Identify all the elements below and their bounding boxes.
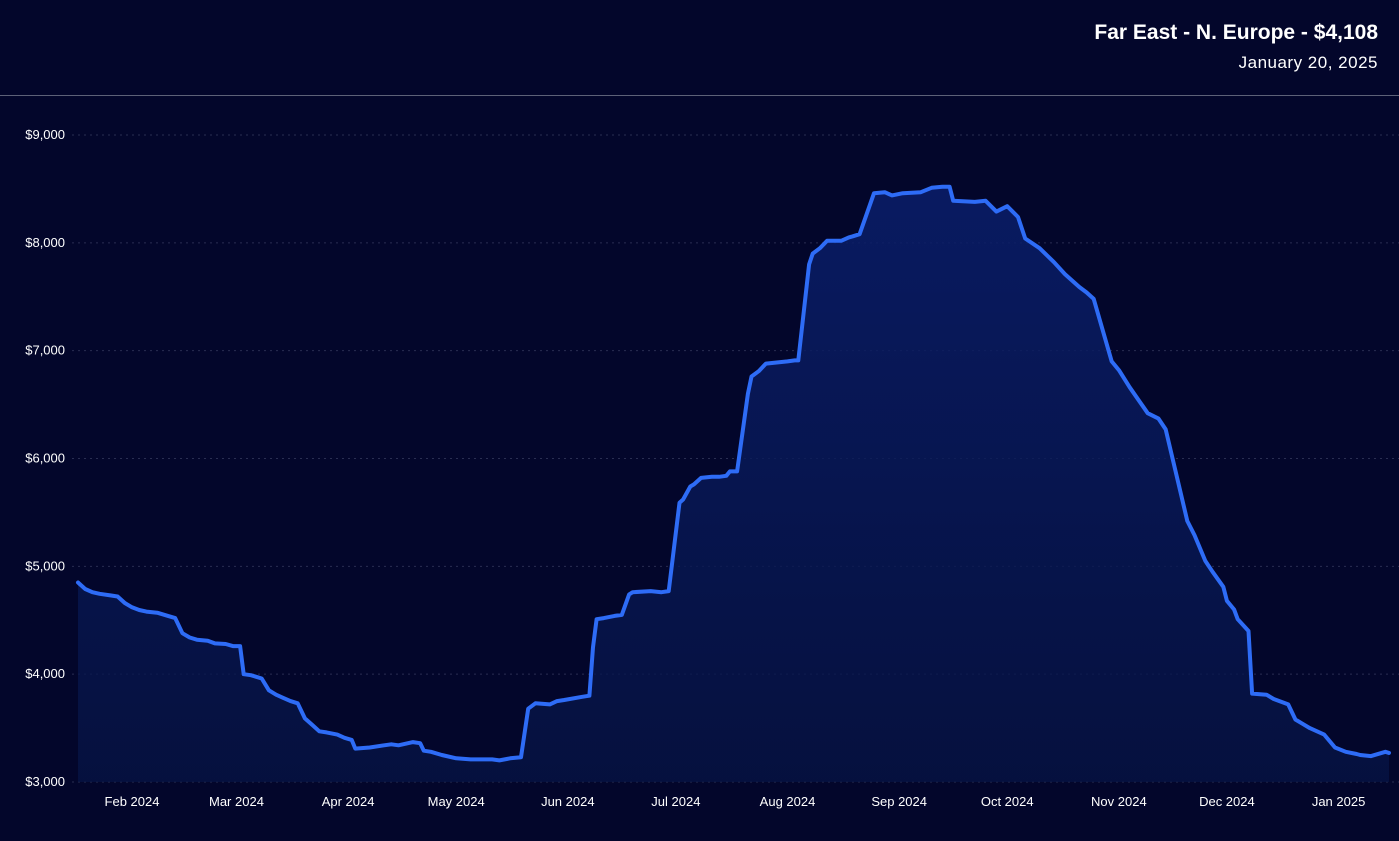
y-tick-label: $7,000 bbox=[25, 343, 65, 358]
x-axis: Feb 2024 Mar 2024 Apr 2024 May 2024 Jun 2024… bbox=[105, 794, 1366, 809]
x-tick-label: Jun 2024 bbox=[541, 794, 595, 809]
y-tick-label: $5,000 bbox=[25, 558, 65, 573]
chart-title: Far East - N. Europe - $4,108 bbox=[1094, 21, 1378, 44]
x-tick-label: Dec 2024 bbox=[1199, 794, 1255, 809]
y-tick-label: $9,000 bbox=[25, 127, 65, 142]
x-tick-label: Aug 2024 bbox=[760, 794, 816, 809]
x-tick-label: Jan 2025 bbox=[1312, 794, 1366, 809]
x-tick-label: Mar 2024 bbox=[209, 794, 264, 809]
x-tick-label: Nov 2024 bbox=[1091, 794, 1147, 809]
y-tick-label: $4,000 bbox=[25, 666, 65, 681]
y-tick-label: $3,000 bbox=[25, 774, 65, 789]
line-series-group bbox=[76, 184, 1391, 763]
x-tick-label: Apr 2024 bbox=[322, 794, 375, 809]
x-tick-label: Jul 2024 bbox=[651, 794, 700, 809]
chart-date: January 20, 2025 bbox=[1238, 53, 1378, 72]
x-tick-label: May 2024 bbox=[428, 794, 485, 809]
y-axis: $3,000 $4,000 $5,000 $6,000 $7,000 $8,000 $9,0… bbox=[25, 127, 65, 789]
area-fill bbox=[78, 186, 1389, 783]
line-chart: $3,000 $4,000 $5,000 $6,000 $7,000 $8,000 $9,0… bbox=[25, 127, 1399, 809]
chart-header: Far East - N. Europe - $4,108 January 20… bbox=[0, 0, 1399, 96]
price-line bbox=[76, 184, 1391, 763]
y-tick-label: $8,000 bbox=[25, 235, 65, 250]
x-tick-label: Sep 2024 bbox=[871, 794, 927, 809]
y-tick-label: $6,000 bbox=[25, 451, 65, 466]
area-fill-group bbox=[78, 186, 1389, 783]
x-tick-label: Oct 2024 bbox=[981, 794, 1034, 809]
x-tick-label: Feb 2024 bbox=[105, 794, 160, 809]
